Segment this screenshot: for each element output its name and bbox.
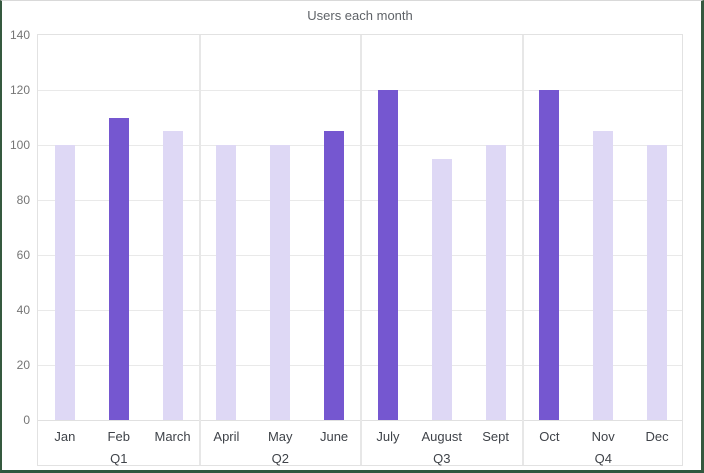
- bar-sept: [485, 145, 506, 420]
- bar-nov: [593, 131, 614, 420]
- quarter-label: Q4: [594, 451, 612, 466]
- x-tick-label: Sept: [482, 429, 509, 444]
- bar-march: [162, 131, 183, 420]
- quarter-label: Q2: [271, 451, 289, 466]
- x-tick-label: Feb: [107, 429, 130, 444]
- bar-may: [270, 145, 291, 420]
- x-tick-label: June: [319, 429, 349, 444]
- chart-title: Users each month: [307, 8, 413, 23]
- bar-july: [377, 90, 398, 420]
- bar-april: [216, 145, 237, 420]
- x-tick-label: April: [213, 429, 240, 444]
- bar-dec: [647, 145, 668, 420]
- x-tick-label: March: [154, 429, 191, 444]
- x-tick-label: May: [267, 429, 293, 444]
- y-tick-label: 100: [9, 138, 30, 152]
- plot-area: Jan Feb March April May June July August Sept Oct…: [37, 34, 683, 466]
- bar-june: [324, 131, 345, 420]
- quarter-separator: [360, 35, 362, 465]
- quarter-separator: [521, 35, 524, 465]
- x-tick-label: July: [376, 429, 400, 444]
- y-tick-label: 80: [16, 193, 30, 207]
- bar-oct: [539, 90, 560, 420]
- bar-feb: [108, 117, 129, 420]
- y-tick-label: 40: [16, 303, 30, 317]
- y-tick-label: 120: [9, 83, 30, 97]
- bar-jan: [54, 145, 75, 420]
- x-tick-label: Dec: [645, 429, 669, 444]
- x-tick-label: Jan: [54, 429, 76, 444]
- quarter-label: Q3: [433, 451, 451, 466]
- x-tick-label: August: [421, 429, 462, 444]
- y-tick-label: 0: [23, 413, 30, 427]
- quarter-label: Q1: [110, 451, 128, 466]
- quarter-separator: [198, 35, 201, 465]
- y-tick-label: 20: [16, 358, 30, 372]
- y-tick-label: 60: [16, 248, 30, 262]
- y-tick-label: 140: [9, 28, 30, 42]
- bar-august: [431, 158, 452, 420]
- x-tick-label: Nov: [591, 429, 615, 444]
- x-tick-label: Oct: [539, 429, 560, 444]
